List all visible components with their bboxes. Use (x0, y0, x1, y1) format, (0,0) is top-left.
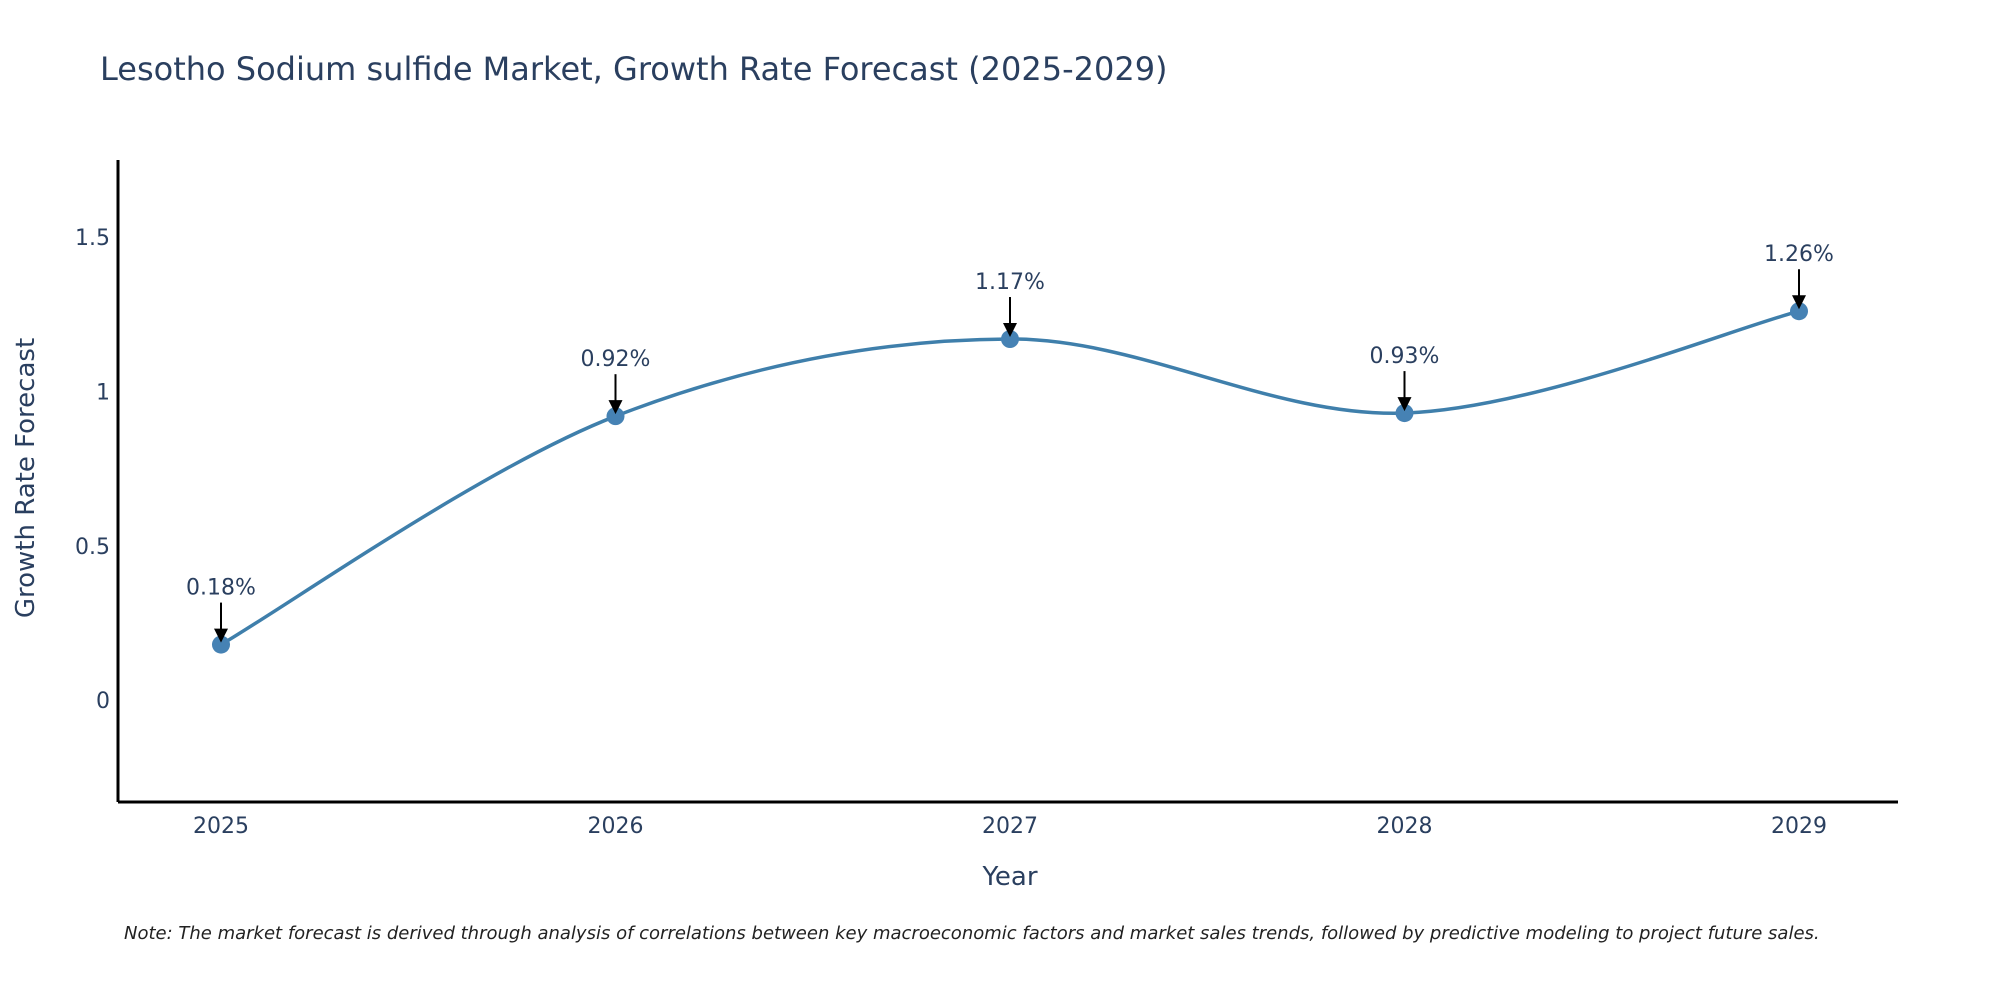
y-axis-title: Growth Rate Forecast (11, 338, 41, 618)
x-axis-title: Year (981, 862, 1037, 892)
footnote: Note: The market forecast is derived thr… (124, 923, 1820, 944)
data-label: 1.17% (975, 270, 1045, 295)
annotation-arrowhead (608, 400, 623, 415)
data-label: 0.93% (1370, 344, 1440, 369)
y-tick-label: 0 (96, 689, 110, 714)
data-point (1395, 404, 1414, 423)
data-label: 0.18% (186, 576, 256, 601)
x-tick-label: 2029 (1771, 814, 1827, 839)
data-annotations: 0.18% 0.92% 1.17% 0.93% 1.26% (186, 242, 1834, 643)
data-label: 0.92% (581, 347, 651, 372)
x-tick-label: 2028 (1377, 814, 1433, 839)
annotation-arrowhead (1792, 295, 1806, 310)
series-line (220, 309, 1800, 647)
data-point (1001, 330, 1019, 349)
x-tick-label: 2026 (588, 814, 644, 839)
chart-title: Lesotho Sodium sulfide Market, Growth Ra… (100, 50, 1168, 88)
x-tick-label: 2027 (982, 814, 1038, 839)
data-points (212, 302, 1808, 654)
annotation-arrowhead (214, 628, 228, 643)
x-tick-label: 2025 (193, 814, 249, 839)
data-point (212, 635, 230, 654)
annotation-arrowhead (1003, 323, 1017, 338)
y-tick-label: 0.5 (75, 535, 110, 560)
annotation-arrowhead (1397, 397, 1412, 412)
y-tick-label: 1 (96, 380, 110, 405)
data-point (1790, 302, 1808, 321)
y-tick-label: 1.5 (75, 226, 110, 251)
y-axis-ticks: 0 0.5 1 1.5 (75, 226, 110, 714)
data-point (606, 407, 625, 426)
data-label: 1.26% (1764, 242, 1834, 267)
x-axis-ticks: 2025 2026 2027 2028 2029 (193, 814, 1827, 839)
